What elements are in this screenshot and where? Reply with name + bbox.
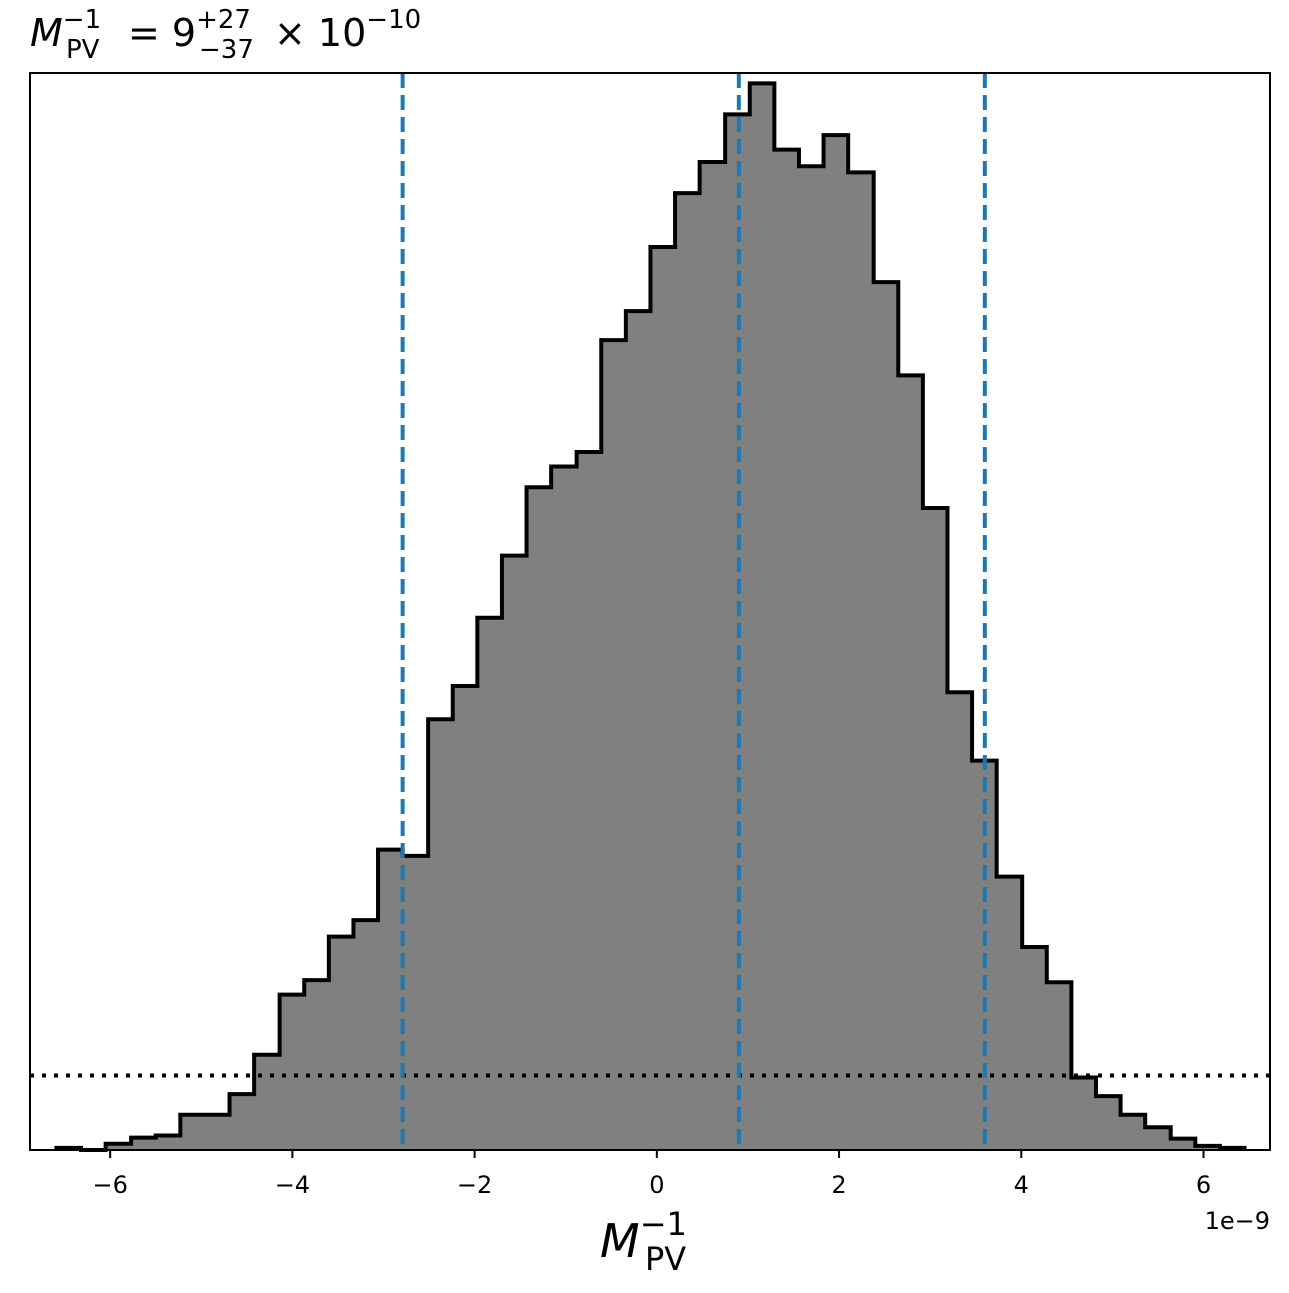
histogram-bar — [576, 452, 602, 1151]
histogram-bar — [774, 149, 800, 1150]
xlabel-superscript: −1 — [640, 1205, 687, 1243]
histogram-bar — [428, 719, 454, 1150]
histogram-bar — [526, 487, 552, 1150]
x-tick-label: −2 — [457, 1171, 492, 1199]
plot-area — [30, 73, 1270, 1152]
histogram-bar — [1145, 1127, 1172, 1150]
histogram-bar — [625, 311, 651, 1150]
histogram-bar — [873, 282, 899, 1150]
histogram-bar — [477, 617, 503, 1150]
title-times: × 10 — [274, 11, 366, 55]
histogram-bar — [402, 855, 429, 1150]
histogram-bar — [848, 172, 875, 1150]
histogram-bar — [452, 686, 478, 1150]
histogram-bar — [279, 994, 305, 1150]
histogram-bar — [1170, 1138, 1196, 1150]
histogram-bar — [1195, 1145, 1221, 1150]
histogram-bar — [353, 920, 379, 1150]
title-equals: = 9 — [128, 11, 196, 55]
histogram-bar — [328, 936, 354, 1150]
title-exponent: −10 — [366, 5, 421, 35]
xlabel-symbol: M — [600, 1214, 640, 1268]
axes-frame — [29, 72, 1271, 1151]
title-superscript: −1 — [63, 5, 101, 35]
axis-offset-text: 1e−9 — [1205, 1207, 1270, 1235]
x-axis-ticks: −6 −4 −2 0 2 4 6 — [92, 1150, 1211, 1199]
title-subscript: PV — [66, 35, 100, 65]
title-lower-err: −37 — [199, 35, 254, 65]
histogram-bar — [898, 375, 924, 1151]
histogram-bar — [378, 849, 404, 1150]
histogram-bar — [501, 555, 528, 1150]
x-tick-label: 4 — [1014, 1171, 1029, 1199]
histogram-bar — [229, 1094, 255, 1150]
x-tick-label: −6 — [92, 1171, 127, 1199]
histogram-bar — [823, 135, 849, 1150]
histogram-outline — [54, 81, 1247, 1152]
x-axis-label: M−1 PV — [600, 1205, 687, 1278]
histogram-bar — [254, 1054, 281, 1150]
histogram-bar — [650, 246, 676, 1150]
x-tick-label: −4 — [275, 1171, 310, 1199]
x-tick-label: 0 — [649, 1171, 664, 1199]
histogram-bar — [922, 507, 948, 1150]
histogram-bar — [1046, 982, 1072, 1150]
xlabel-subscript: PV — [645, 1240, 686, 1278]
histogram-bar — [1120, 1114, 1146, 1150]
histogram-bar — [1022, 947, 1048, 1150]
histogram-bar — [204, 1114, 231, 1150]
histogram-bar — [1071, 1077, 1097, 1150]
histogram-bar — [798, 166, 825, 1151]
histogram-bar — [996, 876, 1023, 1150]
histogram-bar — [304, 980, 330, 1150]
chart-title: M−1 PV = 9+27 −37 × 10−10 — [30, 5, 421, 65]
histogram-bar — [699, 162, 726, 1150]
title-symbol: M — [30, 11, 63, 55]
histogram-bar — [1095, 1096, 1122, 1150]
histogram-bar — [601, 340, 627, 1150]
histogram-bar — [155, 1135, 181, 1150]
title-upper-err: +27 — [196, 5, 251, 35]
x-tick-label: 2 — [831, 1171, 846, 1199]
histogram-bar — [551, 466, 578, 1150]
histogram-bar — [675, 193, 701, 1150]
histogram-bar — [180, 1114, 206, 1150]
histogram-bar — [947, 692, 973, 1150]
histogram-bar — [131, 1137, 157, 1150]
x-tick-label: 6 — [1196, 1171, 1211, 1199]
histogram-bar — [749, 83, 775, 1151]
histogram-bar — [105, 1143, 132, 1150]
